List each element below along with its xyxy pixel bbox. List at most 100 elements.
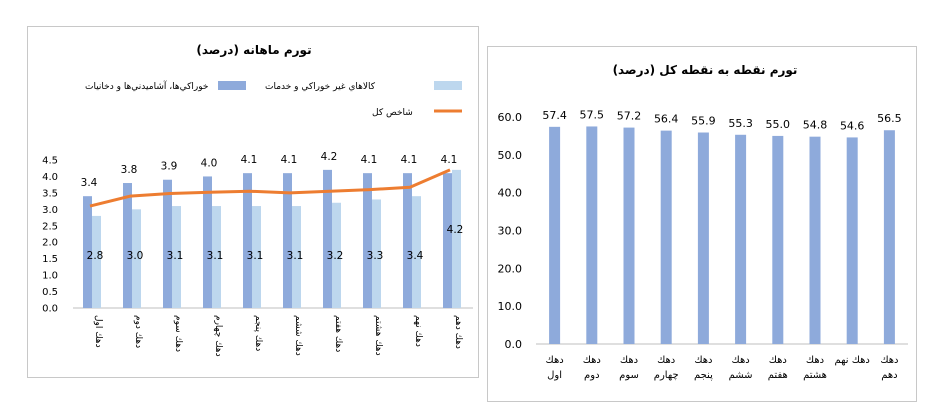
data-label-nonfood: 3.1 bbox=[247, 250, 264, 262]
data-label-food: 4.1 bbox=[241, 154, 258, 166]
bar-food bbox=[243, 173, 252, 308]
x-tick-label: ششم bbox=[729, 370, 753, 381]
legend-label-total: شاخص كل bbox=[372, 108, 413, 118]
bar-food bbox=[363, 173, 372, 308]
data-label: 56.5 bbox=[877, 112, 902, 125]
x-tick-label: سوم bbox=[619, 370, 639, 381]
y-tick-label: 4.5 bbox=[42, 156, 58, 167]
data-label: 55.0 bbox=[766, 118, 791, 131]
bar-total-yoy bbox=[883, 130, 895, 344]
x-tick-label: دهك هشتم bbox=[373, 315, 383, 356]
data-label-food: 3.8 bbox=[121, 164, 138, 176]
y-tick-label: 30.0 bbox=[498, 225, 523, 238]
bar-food bbox=[123, 183, 132, 308]
y-tick-label: 10.0 bbox=[498, 300, 523, 313]
legend-label-nonfood: كالاهاي غير خوراكي و خدمات bbox=[265, 82, 376, 92]
data-label-nonfood: 4.2 bbox=[447, 224, 464, 236]
x-tick-label: دهك bbox=[620, 355, 638, 366]
data-label-food: 4.0 bbox=[201, 157, 218, 169]
data-label-food: 4.2 bbox=[321, 151, 338, 163]
chart-title: تورم نقطه به نقطه كل (درصد) bbox=[613, 63, 798, 78]
legend-label-food: خوراكي‌ها، آشاميدني‌ها و دخانيات bbox=[85, 80, 208, 92]
y-tick-label: 4.0 bbox=[42, 172, 58, 183]
bar-total-yoy bbox=[660, 130, 672, 344]
x-tick-label: دهك bbox=[583, 355, 601, 366]
x-tick-label: دهك bbox=[769, 355, 787, 366]
data-label-nonfood: 3.0 bbox=[127, 250, 144, 262]
x-tick-label: دهك ششم bbox=[293, 315, 303, 356]
y-tick-label: 40.0 bbox=[498, 187, 523, 200]
data-label: 55.9 bbox=[691, 115, 716, 128]
data-label-food: 4.1 bbox=[361, 154, 378, 166]
bar-total-yoy bbox=[846, 137, 858, 344]
x-tick-label: دهك نهم bbox=[413, 315, 423, 347]
x-tick-label: دهك سوم bbox=[173, 315, 183, 352]
x-tick-label: دهك پنجم bbox=[253, 315, 263, 351]
y-tick-label: 20.0 bbox=[498, 262, 523, 275]
data-label-food: 3.4 bbox=[81, 177, 98, 189]
bar-total-yoy bbox=[809, 136, 821, 344]
monthly-inflation-chart-panel: تورم ماهانه (درصد) خوراكي‌ها، آشاميدني‌ها… bbox=[27, 26, 479, 378]
y-tick-label: 60.0 bbox=[498, 111, 523, 124]
bar-total-yoy bbox=[623, 127, 635, 345]
data-label: 57.5 bbox=[580, 108, 605, 121]
monthly-inflation-chart: تورم ماهانه (درصد) خوراكي‌ها، آشاميدني‌ها… bbox=[42, 43, 473, 357]
chart-title: تورم ماهانه (درصد) bbox=[196, 43, 311, 58]
bar-nonfood bbox=[332, 202, 341, 308]
x-tick-label: دهك bbox=[732, 355, 750, 366]
x-tick-label: دهك bbox=[880, 355, 898, 366]
bar-total-yoy bbox=[772, 135, 784, 344]
data-label: 55.3 bbox=[728, 117, 753, 130]
data-label-nonfood: 3.3 bbox=[367, 250, 384, 262]
data-label-nonfood: 3.1 bbox=[167, 250, 184, 262]
bar-food bbox=[323, 169, 332, 308]
x-tick-label: هفتم bbox=[768, 370, 788, 381]
data-label: 56.4 bbox=[654, 113, 679, 126]
data-label-nonfood: 2.8 bbox=[87, 250, 104, 262]
y-tick-label: 3.0 bbox=[42, 205, 58, 216]
bar-nonfood bbox=[212, 206, 221, 308]
legend-swatch-nonfood bbox=[434, 81, 462, 90]
bar-nonfood bbox=[132, 209, 141, 308]
data-label: 57.2 bbox=[617, 110, 642, 123]
data-label-food: 4.1 bbox=[441, 154, 458, 166]
bar-food bbox=[163, 179, 172, 308]
bar-nonfood bbox=[252, 206, 261, 308]
y-tick-label: 50.0 bbox=[498, 149, 523, 162]
data-label-nonfood: 3.1 bbox=[207, 250, 224, 262]
x-tick-label: دوم bbox=[584, 370, 599, 381]
yoy-inflation-chart: تورم نقطه به نقطه كل (درصد) 0.0 10.0 20.0 30… bbox=[498, 63, 908, 381]
x-tick-label: دهك هفتم bbox=[333, 315, 343, 352]
bar-nonfood bbox=[292, 206, 301, 308]
x-tick-label: دهك bbox=[546, 355, 564, 366]
bar-nonfood bbox=[412, 196, 421, 308]
x-tick-label: دهك bbox=[657, 355, 675, 366]
y-tick-label: 1.5 bbox=[42, 254, 58, 265]
y-tick-label: 3.5 bbox=[42, 188, 58, 199]
data-label-food: 4.1 bbox=[281, 154, 298, 166]
y-tick-label: 0.0 bbox=[42, 304, 58, 315]
y-tick-label: 1.0 bbox=[42, 271, 58, 282]
x-tick-label: دهك دوم bbox=[133, 315, 143, 348]
yoy-inflation-chart-panel: تورم نقطه به نقطه كل (درصد) 0.0 10.0 20.0 30… bbox=[487, 46, 917, 402]
x-tick-label: پنجم bbox=[694, 370, 713, 381]
x-tick-label: اول bbox=[547, 370, 562, 381]
bar-total-yoy bbox=[586, 126, 598, 344]
x-tick-label: دهم bbox=[881, 370, 897, 381]
bar-food bbox=[83, 196, 92, 308]
data-label: 54.6 bbox=[840, 119, 865, 132]
bar-food bbox=[203, 176, 212, 308]
bar-total-yoy bbox=[735, 134, 747, 344]
x-tick-label: هشتم bbox=[803, 370, 827, 381]
bar-total-yoy bbox=[549, 126, 561, 344]
data-label-food: 4.1 bbox=[401, 154, 418, 166]
y-tick-label: 0.5 bbox=[42, 287, 58, 298]
data-label-food: 3.9 bbox=[161, 161, 178, 173]
y-tick-label: 2.5 bbox=[42, 221, 58, 232]
bar-nonfood bbox=[92, 215, 101, 308]
x-tick-label: دهك چهارم bbox=[213, 315, 223, 357]
x-tick-label: دهك bbox=[694, 355, 712, 366]
legend-swatch-food bbox=[218, 81, 246, 90]
bar-nonfood bbox=[372, 199, 381, 308]
bar-total-yoy bbox=[697, 132, 709, 344]
